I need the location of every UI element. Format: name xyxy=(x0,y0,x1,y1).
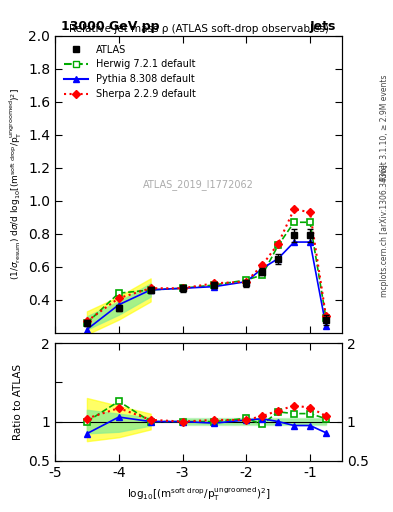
Y-axis label: Ratio to ATLAS: Ratio to ATLAS xyxy=(13,364,23,440)
Title: Relative jet mass ρ (ATLAS soft-drop observables): Relative jet mass ρ (ATLAS soft-drop obs… xyxy=(68,24,329,34)
Text: ATLAS_2019_I1772062: ATLAS_2019_I1772062 xyxy=(143,179,254,190)
Y-axis label: $(1/\sigma_{\rm resum})$ d$\sigma$/d log$_{10}$[(m$^{\rm soft\ drop}$/p$_{\rm T}: $(1/\sigma_{\rm resum})$ d$\sigma$/d log… xyxy=(7,89,24,280)
Text: 13000 GeV pp: 13000 GeV pp xyxy=(61,20,159,33)
X-axis label: log$_{10}$[(m$^{\rm soft\ drop}$/p$_{\rm T}^{\rm ungroomed}$)$^2$]: log$_{10}$[(m$^{\rm soft\ drop}$/p$_{\rm… xyxy=(127,485,270,503)
Legend: ATLAS, Herwig 7.2.1 default, Pythia 8.308 default, Sherpa 2.2.9 default: ATLAS, Herwig 7.2.1 default, Pythia 8.30… xyxy=(60,40,200,103)
Text: mcplots.cern.ch [arXiv:1306.3436]: mcplots.cern.ch [arXiv:1306.3436] xyxy=(380,164,389,297)
Text: Jets: Jets xyxy=(310,20,336,33)
Text: Rivet 3.1.10, ≥ 2.9M events: Rivet 3.1.10, ≥ 2.9M events xyxy=(380,75,389,181)
